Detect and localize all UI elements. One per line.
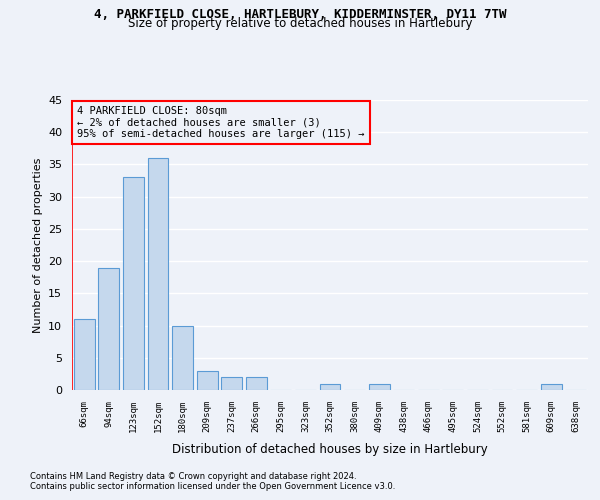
Bar bbox=[221, 377, 242, 390]
Bar bbox=[368, 384, 389, 390]
Bar bbox=[123, 178, 144, 390]
Y-axis label: Number of detached properties: Number of detached properties bbox=[32, 158, 43, 332]
Text: Contains public sector information licensed under the Open Government Licence v3: Contains public sector information licen… bbox=[30, 482, 395, 491]
Bar bbox=[74, 319, 95, 390]
Bar bbox=[320, 384, 340, 390]
Text: Size of property relative to detached houses in Hartlebury: Size of property relative to detached ho… bbox=[128, 18, 472, 30]
Bar bbox=[98, 268, 119, 390]
Bar bbox=[541, 384, 562, 390]
Text: Distribution of detached houses by size in Hartlebury: Distribution of detached houses by size … bbox=[172, 442, 488, 456]
Bar bbox=[246, 377, 267, 390]
Text: Contains HM Land Registry data © Crown copyright and database right 2024.: Contains HM Land Registry data © Crown c… bbox=[30, 472, 356, 481]
Bar bbox=[148, 158, 169, 390]
Text: 4, PARKFIELD CLOSE, HARTLEBURY, KIDDERMINSTER, DY11 7TW: 4, PARKFIELD CLOSE, HARTLEBURY, KIDDERMI… bbox=[94, 8, 506, 20]
Text: 4 PARKFIELD CLOSE: 80sqm
← 2% of detached houses are smaller (3)
95% of semi-det: 4 PARKFIELD CLOSE: 80sqm ← 2% of detache… bbox=[77, 106, 365, 139]
Bar bbox=[197, 370, 218, 390]
Bar bbox=[172, 326, 193, 390]
